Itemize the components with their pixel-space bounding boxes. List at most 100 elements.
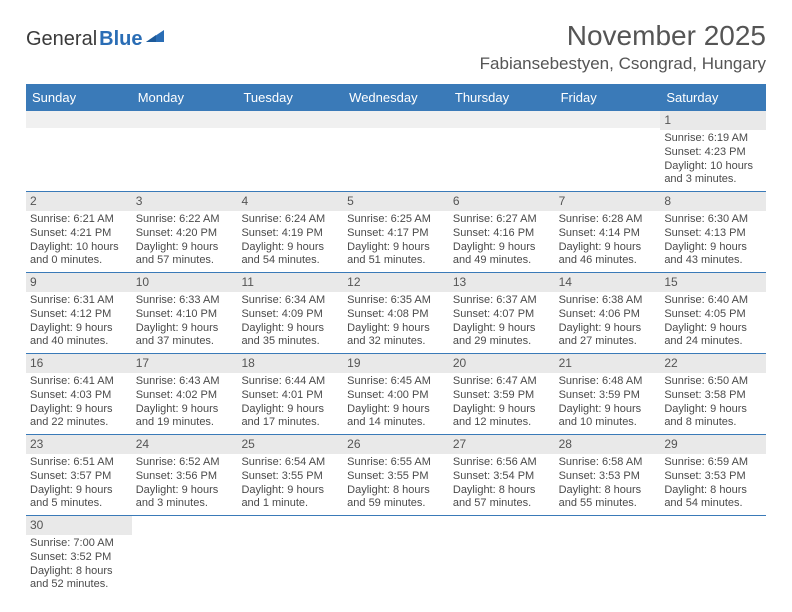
calendar-cell: 8Sunrise: 6:30 AMSunset: 4:13 PMDaylight…: [660, 192, 766, 272]
cell-body: Sunrise: 6:33 AMSunset: 4:10 PMDaylight:…: [132, 292, 238, 353]
sunrise-text: Sunrise: 6:47 AM: [453, 375, 551, 389]
cell-body: Sunrise: 6:21 AMSunset: 4:21 PMDaylight:…: [26, 211, 132, 272]
calendar-cell: 6Sunrise: 6:27 AMSunset: 4:16 PMDaylight…: [449, 192, 555, 272]
logo-text-general: General: [26, 28, 97, 51]
daylight-line2: and 17 minutes.: [241, 416, 339, 430]
sunrise-text: Sunrise: 6:43 AM: [136, 375, 234, 389]
sunset-text: Sunset: 3:59 PM: [453, 389, 551, 403]
sunrise-text: Sunrise: 6:59 AM: [664, 456, 762, 470]
sunset-text: Sunset: 4:17 PM: [347, 227, 445, 241]
daylight-line1: Daylight: 9 hours: [453, 241, 551, 255]
calendar-cell: 1Sunrise: 6:19 AMSunset: 4:23 PMDaylight…: [660, 111, 766, 191]
calendar-cell: 28Sunrise: 6:58 AMSunset: 3:53 PMDayligh…: [555, 435, 661, 515]
cell-body: Sunrise: 6:28 AMSunset: 4:14 PMDaylight:…: [555, 211, 661, 272]
daylight-line2: and 29 minutes.: [453, 335, 551, 349]
sunset-text: Sunset: 3:54 PM: [453, 470, 551, 484]
daylight-line1: Daylight: 9 hours: [347, 241, 445, 255]
cell-body: Sunrise: 6:55 AMSunset: 3:55 PMDaylight:…: [343, 454, 449, 515]
daylight-line1: Daylight: 9 hours: [559, 403, 657, 417]
daylight-line2: and 5 minutes.: [30, 497, 128, 511]
daylight-line1: Daylight: 9 hours: [241, 484, 339, 498]
day-number: [132, 516, 238, 533]
daylight-line1: Daylight: 9 hours: [241, 241, 339, 255]
cell-body: Sunrise: 6:34 AMSunset: 4:09 PMDaylight:…: [237, 292, 343, 353]
week-row: 2Sunrise: 6:21 AMSunset: 4:21 PMDaylight…: [26, 192, 766, 273]
daylight-line2: and 43 minutes.: [664, 254, 762, 268]
calendar-cell: 23Sunrise: 6:51 AMSunset: 3:57 PMDayligh…: [26, 435, 132, 515]
day-header-sat: Saturday: [660, 84, 766, 111]
logo-text-blue: Blue: [99, 28, 142, 51]
page-header: GeneralBlue November 2025 Fabiansebestye…: [26, 20, 766, 74]
day-number: 12: [343, 273, 449, 292]
day-number: [449, 111, 555, 128]
calendar-cell: 11Sunrise: 6:34 AMSunset: 4:09 PMDayligh…: [237, 273, 343, 353]
day-number: 17: [132, 354, 238, 373]
sunrise-text: Sunrise: 6:22 AM: [136, 213, 234, 227]
day-number: 30: [26, 516, 132, 535]
sunset-text: Sunset: 3:53 PM: [664, 470, 762, 484]
sunrise-text: Sunrise: 6:54 AM: [241, 456, 339, 470]
calendar-cell: [237, 516, 343, 596]
sunrise-text: Sunrise: 6:48 AM: [559, 375, 657, 389]
sunrise-text: Sunrise: 6:50 AM: [664, 375, 762, 389]
calendar-cell: 2Sunrise: 6:21 AMSunset: 4:21 PMDaylight…: [26, 192, 132, 272]
daylight-line2: and 52 minutes.: [30, 578, 128, 592]
sunset-text: Sunset: 4:07 PM: [453, 308, 551, 322]
daylight-line1: Daylight: 9 hours: [136, 241, 234, 255]
sunrise-text: Sunrise: 6:24 AM: [241, 213, 339, 227]
sunset-text: Sunset: 3:53 PM: [559, 470, 657, 484]
calendar-cell: 17Sunrise: 6:43 AMSunset: 4:02 PMDayligh…: [132, 354, 238, 434]
daylight-line1: Daylight: 9 hours: [241, 403, 339, 417]
sunrise-text: Sunrise: 6:56 AM: [453, 456, 551, 470]
daylight-line1: Daylight: 9 hours: [347, 322, 445, 336]
daylight-line2: and 0 minutes.: [30, 254, 128, 268]
cell-body: Sunrise: 6:50 AMSunset: 3:58 PMDaylight:…: [660, 373, 766, 434]
sunrise-text: Sunrise: 6:34 AM: [241, 294, 339, 308]
calendar-cell: 21Sunrise: 6:48 AMSunset: 3:59 PMDayligh…: [555, 354, 661, 434]
daylight-line2: and 12 minutes.: [453, 416, 551, 430]
daylight-line1: Daylight: 9 hours: [241, 322, 339, 336]
cell-body: Sunrise: 6:51 AMSunset: 3:57 PMDaylight:…: [26, 454, 132, 515]
sunset-text: Sunset: 4:09 PM: [241, 308, 339, 322]
sunrise-text: Sunrise: 6:30 AM: [664, 213, 762, 227]
daylight-line1: Daylight: 9 hours: [559, 322, 657, 336]
sunset-text: Sunset: 3:56 PM: [136, 470, 234, 484]
day-number: 9: [26, 273, 132, 292]
day-number: 28: [555, 435, 661, 454]
day-header-tue: Tuesday: [237, 84, 343, 111]
sunset-text: Sunset: 3:58 PM: [664, 389, 762, 403]
calendar-cell: [555, 111, 661, 191]
sunrise-text: Sunrise: 6:37 AM: [453, 294, 551, 308]
calendar-cell: 19Sunrise: 6:45 AMSunset: 4:00 PMDayligh…: [343, 354, 449, 434]
daylight-line1: Daylight: 8 hours: [559, 484, 657, 498]
daylight-line1: Daylight: 9 hours: [30, 403, 128, 417]
sunrise-text: Sunrise: 6:33 AM: [136, 294, 234, 308]
calendar-cell: [555, 516, 661, 596]
cell-body: Sunrise: 6:43 AMSunset: 4:02 PMDaylight:…: [132, 373, 238, 434]
daylight-line2: and 3 minutes.: [664, 173, 762, 187]
daylight-line2: and 59 minutes.: [347, 497, 445, 511]
month-title: November 2025: [480, 20, 766, 52]
day-number: [237, 516, 343, 533]
cell-body: Sunrise: 6:40 AMSunset: 4:05 PMDaylight:…: [660, 292, 766, 353]
day-number: 3: [132, 192, 238, 211]
sunset-text: Sunset: 4:23 PM: [664, 146, 762, 160]
sunrise-text: Sunrise: 6:51 AM: [30, 456, 128, 470]
sunset-text: Sunset: 4:01 PM: [241, 389, 339, 403]
sunset-text: Sunset: 3:55 PM: [347, 470, 445, 484]
sunset-text: Sunset: 4:05 PM: [664, 308, 762, 322]
day-number: [555, 111, 661, 128]
calendar-cell: 10Sunrise: 6:33 AMSunset: 4:10 PMDayligh…: [132, 273, 238, 353]
day-number: 13: [449, 273, 555, 292]
daylight-line1: Daylight: 9 hours: [136, 403, 234, 417]
calendar-cell: 24Sunrise: 6:52 AMSunset: 3:56 PMDayligh…: [132, 435, 238, 515]
day-number: [132, 111, 238, 128]
sunset-text: Sunset: 4:02 PM: [136, 389, 234, 403]
day-header-sun: Sunday: [26, 84, 132, 111]
day-number: 22: [660, 354, 766, 373]
day-number: 11: [237, 273, 343, 292]
daylight-line1: Daylight: 9 hours: [136, 484, 234, 498]
cell-body: Sunrise: 6:22 AMSunset: 4:20 PMDaylight:…: [132, 211, 238, 272]
calendar-cell: [660, 516, 766, 596]
sunrise-text: Sunrise: 6:31 AM: [30, 294, 128, 308]
